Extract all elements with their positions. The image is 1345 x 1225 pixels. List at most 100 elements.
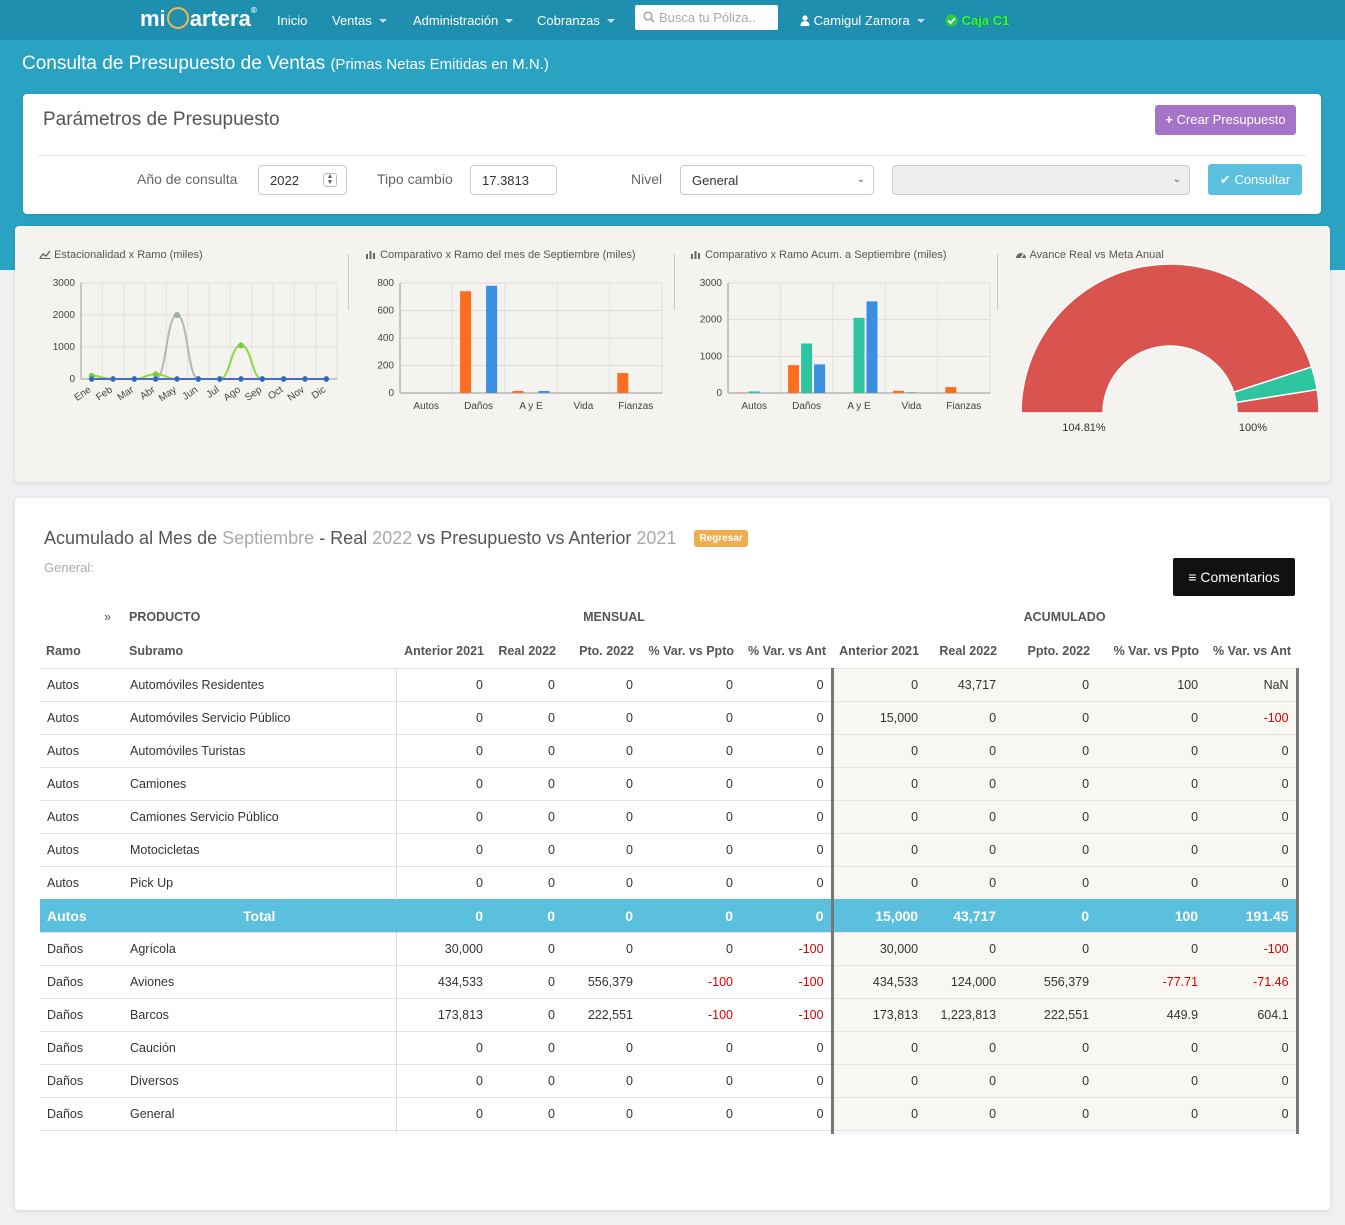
y-tick-label: 0 [69,374,75,385]
table-row[interactable]: Autos Pick Up 0 0 0 0 0 0 0 0 0 0 [40,865,1299,899]
spinner-icon[interactable]: ▲ ▼ [323,173,337,187]
nivel-select[interactable]: General ⌄ [680,165,874,195]
caja-status[interactable]: Caja C1 [945,13,1009,28]
column-header[interactable]: Ppto. 2022 [1027,643,1091,658]
table-cell: -100 [640,964,740,998]
table-cell: 0 [830,865,926,899]
regresar-button[interactable]: Regresar [694,530,748,547]
table-cell: 0 [1003,865,1097,899]
column-header[interactable]: Anterior 2021 [404,643,484,658]
table-cell: Automóviles Turistas [123,733,396,767]
table-row[interactable]: Daños Barcos 173,813 0 222,551 -100 -100 173,81… [40,997,1299,1031]
table-row[interactable]: Autos Motocicletas 0 0 0 0 0 0 0 0 0 0 [40,832,1299,866]
x-tick-label: Jun [181,384,201,402]
column-header[interactable]: Real 2022 [939,643,998,658]
subnivel-select[interactable]: ⌄ [892,165,1190,195]
table-cell: Camiones Servicio Público [123,799,396,833]
column-header[interactable]: Ramo [46,643,81,658]
table-cell: 0 [830,799,926,833]
table-cell: 0 [490,799,562,833]
chart4-title: Avance Real vs Meta Anual [1015,249,1164,261]
table-cell: 191.45 [1205,898,1299,932]
table-cell: 0 [395,799,490,833]
table-cell: 0 [925,700,1004,734]
column-header[interactable]: Anterior 2021 [839,643,920,658]
nav-administracion[interactable]: Administración [413,13,514,28]
column-header[interactable]: Real 2022 [498,643,556,658]
table-cell: 0 [562,799,640,833]
table-cell: 0 [925,832,1004,866]
table-cell: 0 [1096,1063,1206,1097]
table-cell: 0 [740,1063,833,1097]
table-cell: 0 [1096,1096,1206,1130]
search-input[interactable]: Busca tu Póliza.. [635,5,778,30]
x-tick-label: Daños [464,401,493,412]
table-row[interactable]: Autos Automóviles Residentes 0 0 0 0 0 0 43,717 0… [40,667,1299,701]
table-cell: 0 [640,700,740,734]
donut-label: 104.81% [1062,422,1106,434]
nav-cobranzas[interactable]: Cobranzas [537,13,615,28]
table-row[interactable]: Daños Agrícola 30,000 0 0 0 -100 30,000 0 0 0 -100 [40,931,1299,965]
anio-input[interactable]: 2022 ▲ ▼ [258,165,347,195]
table-cell: 0 [640,1096,740,1130]
params-heading: Parámetros de Presupuesto [43,109,280,130]
column-header[interactable]: % Var. vs Ant [748,643,827,658]
tipo-cambio-input[interactable]: 17.3813 [470,165,557,195]
nav-ventas[interactable]: Ventas [332,13,387,28]
table-cell: Autos [40,799,123,833]
data-point [280,376,287,382]
column-header-row: Ramo Subramo Anterior 2021 Real 2022 Pto. 20… [40,634,1297,668]
table-cell: 0 [925,1096,1004,1130]
table-cell: Motocicletas [123,832,396,866]
bar [538,390,550,393]
table-cell: 100 [1096,898,1206,932]
chart3-title: Comparativo x Ramo Acum. a Septiembre (m… [690,249,947,261]
table-cell: -100 [640,997,740,1031]
table-cell: 556,379 [1003,964,1097,998]
expand-chevron-icon[interactable]: » [104,610,111,624]
table-row[interactable]: Daños Aviones 434,533 0 556,379 -100 -100 434,5… [40,964,1299,998]
table-cell: 0 [830,667,926,701]
navbar: mi artera® Inicio Ventas Administración C… [0,0,1345,40]
table-row[interactable]: Autos Automóviles Turistas 0 0 0 0 0 0 0 0 0 0 [40,733,1299,767]
table-row[interactable]: Autos Automóviles Servicio Público 0 0 0 0 0 15… [40,700,1299,734]
column-header[interactable]: % Var. vs Ppto [1113,643,1200,658]
table-cell: Automóviles Residentes [123,667,396,701]
chart1-title: Estacionalidad x Ramo (miles) [39,249,203,261]
donut-slice [1235,388,1320,414]
y-tick-label: 1000 [700,351,723,362]
logo-c-icon [166,7,189,29]
crear-presupuesto-button[interactable]: + Crear Presupuesto [1155,105,1296,135]
table-row[interactable]: Autos Camiones Servicio Público 0 0 0 0 0 0 0 0 0 0 [40,799,1299,833]
table-cell: 0 [740,898,833,932]
table-row[interactable]: Daños General 0 0 0 0 0 0 0 0 0 0 [40,1096,1299,1130]
x-tick-label: Autos [741,401,767,412]
table-cell: Aviones [123,964,396,998]
table-row[interactable]: Autos Camiones 0 0 0 0 0 0 0 0 0 0 [40,766,1299,800]
table-cell: 0 [1003,766,1097,800]
nav-inicio[interactable]: Inicio [277,13,308,28]
column-header[interactable]: % Var. vs Ant [1213,643,1292,658]
y-tick-label: 800 [377,278,394,289]
brand-logo[interactable]: mi artera® [140,6,257,31]
table-row[interactable]: Autos Total 0 0 0 0 0 15,000 43,717 0 100 191.45 [40,898,1299,932]
comentarios-button[interactable]: ≡ Comentarios [1173,558,1295,596]
column-header[interactable]: Subramo [129,643,184,658]
table-cell: 0 [1205,832,1299,866]
table-cell: 0 [740,667,833,701]
bar [748,391,760,393]
column-header[interactable]: Pto. 2022 [579,643,634,658]
user-menu[interactable]: Camigul Zamora [800,13,925,28]
column-header[interactable]: % Var. vs Ppto [648,643,734,658]
table-cell: 0 [1003,931,1097,965]
table-cell: Daños [40,1096,123,1130]
table-row[interactable]: Daños Caución 0 0 0 0 0 0 0 0 0 0 [40,1030,1299,1064]
table-row[interactable]: Daños Diversos 0 0 0 0 0 0 0 0 0 0 [40,1063,1299,1097]
divider [38,155,1306,156]
table-cell [562,1129,640,1134]
consultar-button[interactable]: ✔ Consultar [1208,164,1302,195]
table-cell: Total [123,898,396,932]
table-cell: Autos [40,667,123,701]
table-cell: -77.71 [1096,964,1206,998]
